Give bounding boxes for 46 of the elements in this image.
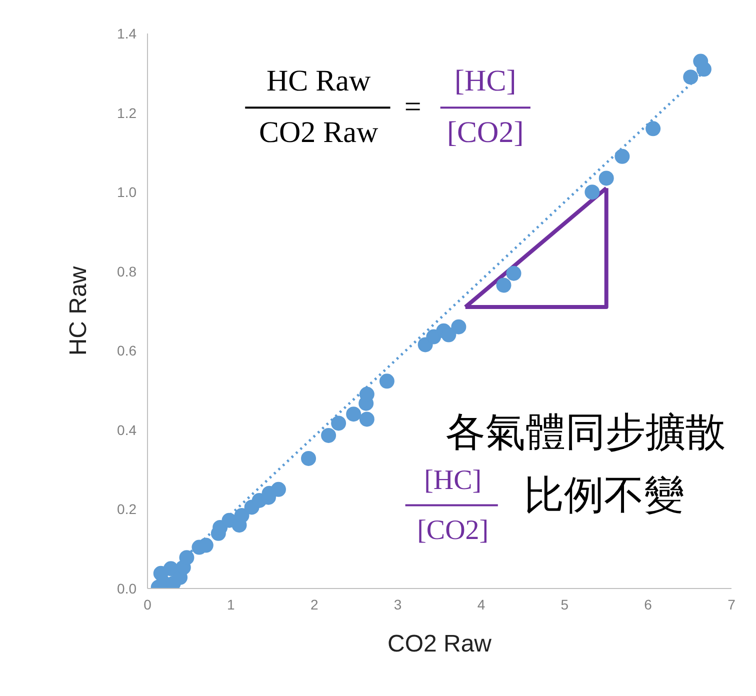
point (646, 121, 661, 136)
y-tick-label: 1.4 (117, 26, 137, 42)
point (234, 508, 250, 524)
point (270, 482, 286, 497)
point (496, 278, 512, 293)
x-axis-title: CO2 Raw (387, 630, 492, 658)
point (359, 412, 374, 427)
y-tick-label: 1.0 (117, 184, 137, 200)
point (614, 148, 630, 164)
point (179, 550, 194, 566)
point (321, 428, 336, 443)
point (379, 374, 394, 389)
annotation: [CO2] (417, 515, 489, 546)
annotation: [HC] (454, 64, 516, 98)
point (598, 170, 614, 186)
x-tick-label: 0 (144, 596, 152, 612)
x-tick-label: 4 (477, 596, 486, 612)
point (506, 266, 522, 281)
point (451, 319, 466, 334)
y-tick-label: 0.0 (117, 580, 137, 596)
x-tick-label: 3 (394, 596, 402, 612)
y-tick-label: 0.4 (117, 422, 137, 438)
x-tick-label: 5 (560, 596, 569, 612)
point (441, 327, 456, 342)
annotation: [CO2] (447, 116, 524, 150)
x-tick-label: 6 (644, 596, 652, 612)
annotation: CO2 Raw (258, 116, 378, 150)
annotation: HC Raw (266, 64, 371, 98)
y-tick-label: 0.6 (117, 342, 137, 359)
y-tick-label: 0.2 (117, 501, 137, 518)
y-tick-label: 1.2 (117, 104, 137, 121)
annotation: 比例不變 (524, 472, 684, 518)
annotation: 各氣體同步擴散 (446, 409, 726, 456)
point (346, 406, 362, 422)
point (331, 416, 346, 431)
annotation: = (404, 90, 422, 124)
point (683, 70, 698, 85)
point (696, 62, 712, 77)
point (301, 450, 316, 466)
y-tick-label: 0.8 (117, 263, 137, 280)
x-tick-label: 7 (728, 596, 736, 612)
x-tick-label: 1 (227, 596, 236, 612)
point (584, 184, 600, 200)
x-tick-label: 2 (310, 596, 318, 612)
annotation: [HC] (424, 464, 482, 496)
y-axis-title: HC Raw (65, 266, 92, 356)
